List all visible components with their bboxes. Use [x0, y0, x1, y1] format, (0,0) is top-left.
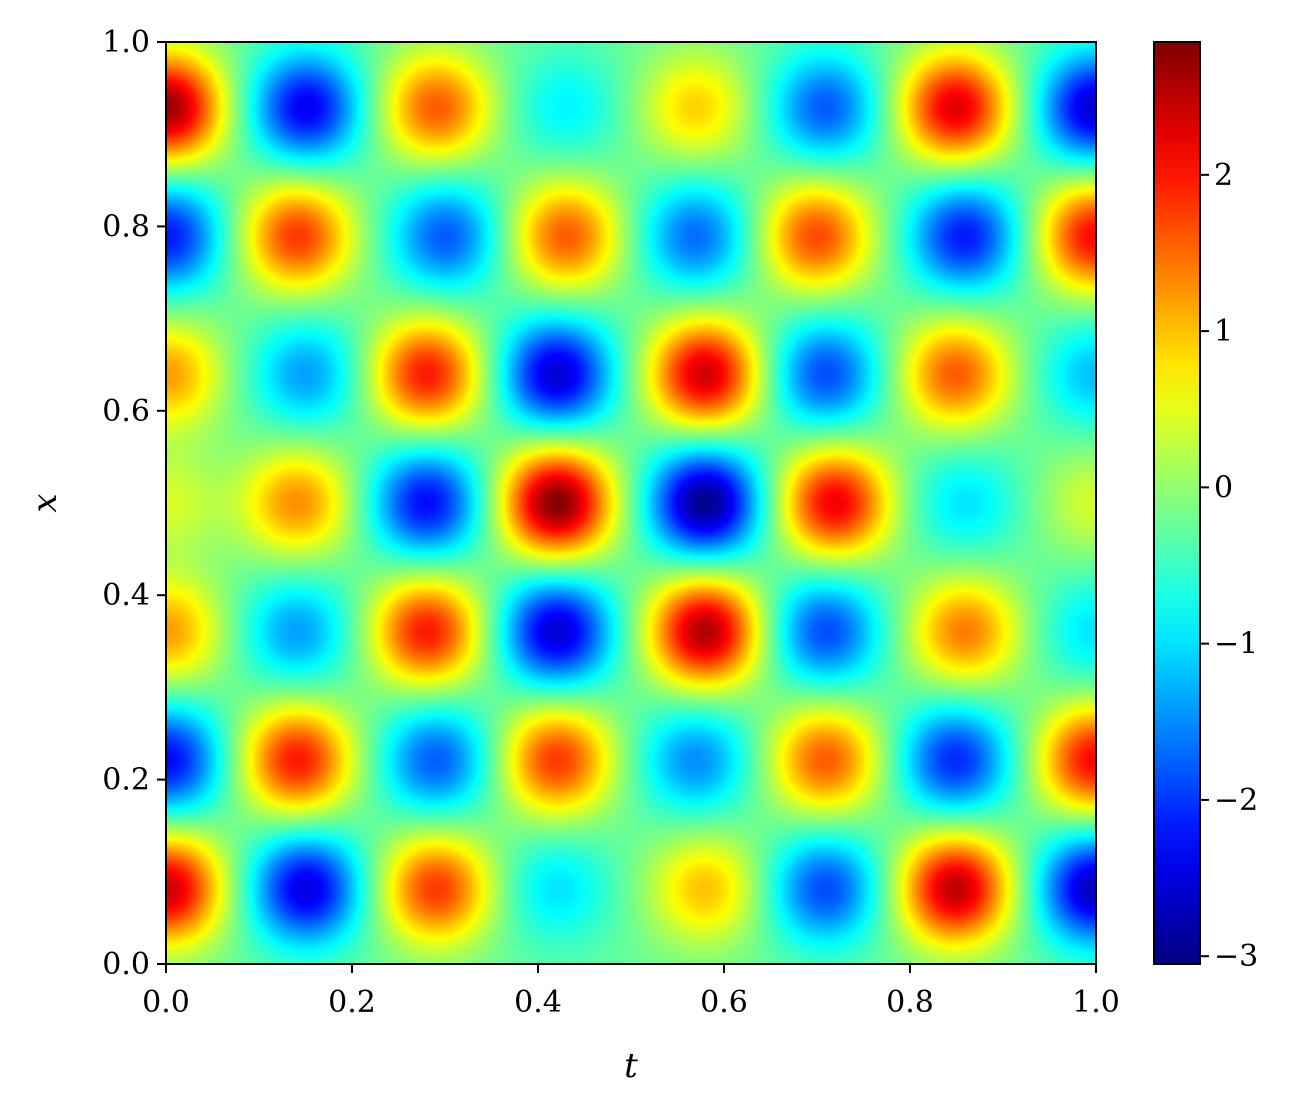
- colorbar-tick-label: −2: [1214, 783, 1258, 818]
- y-tick-label: 0.8: [102, 209, 150, 244]
- y-tick-label: 0.2: [102, 763, 150, 798]
- x-tick-label: 0.2: [328, 985, 376, 1020]
- heatmap-field: [166, 42, 1096, 964]
- y-tick-label: 0.0: [102, 947, 150, 982]
- plot-frame: [165, 41, 1097, 965]
- colorbar-tick-label: 0: [1214, 470, 1233, 505]
- colorbar: [1153, 41, 1201, 965]
- colorbar-tick-label: 1: [1214, 314, 1233, 349]
- x-tick-label: 0.6: [700, 985, 748, 1020]
- y-tick-label: 0.4: [102, 578, 150, 613]
- colorbar-tick-label: −3: [1214, 939, 1258, 974]
- colorbar-tick-label: −1: [1214, 627, 1258, 662]
- y-axis-label: x: [25, 493, 65, 512]
- x-tick-label: 0.4: [514, 985, 562, 1020]
- x-axis-label: t: [624, 1046, 638, 1086]
- y-tick-label: 1.0: [102, 25, 150, 60]
- x-tick-label: 1.0: [1072, 985, 1120, 1020]
- x-axis: 0.0 0.2 0.4 0.6 0.8 1.0: [142, 964, 1120, 1020]
- y-axis: 0.0 0.2 0.4 0.6 0.8 1.0: [102, 25, 166, 982]
- y-tick-label: 0.6: [102, 394, 150, 429]
- colorbar-axis: 2 1 0 −1 −2 −3: [1200, 158, 1258, 974]
- x-tick-label: 0.8: [886, 985, 934, 1020]
- x-tick-label: 0.0: [142, 985, 190, 1020]
- colorbar-tick-label: 2: [1214, 158, 1233, 193]
